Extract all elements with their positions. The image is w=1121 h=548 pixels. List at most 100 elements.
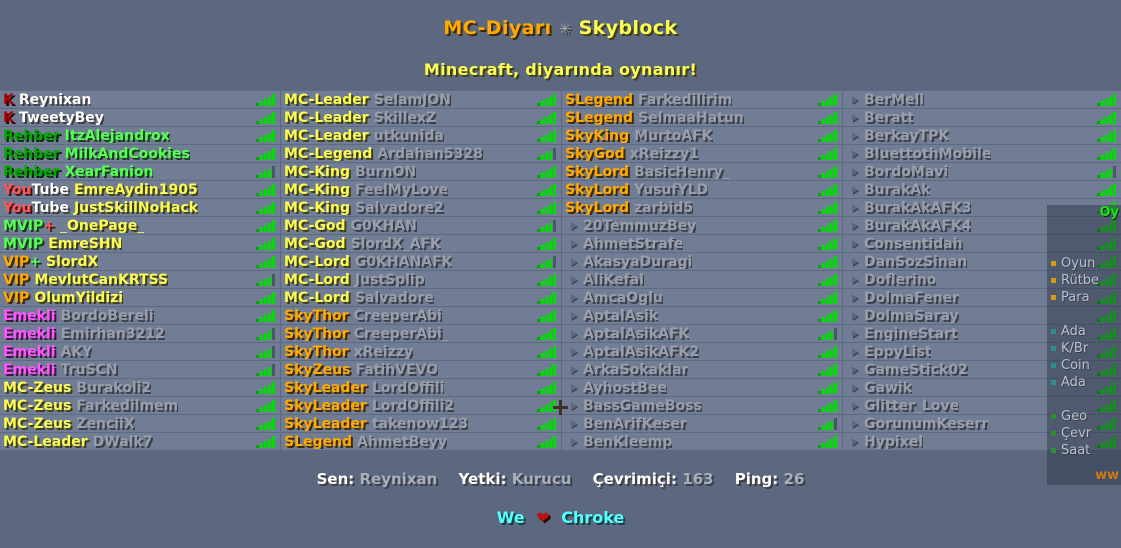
player-name: G0KHAN [350, 218, 417, 233]
player-row[interactable]: Beratt [843, 108, 1121, 126]
player-row[interactable]: BerkayTPK [843, 126, 1121, 144]
player-row[interactable]: SkyThor xReizzy [281, 342, 561, 360]
player-row[interactable]: SkyLord YusufYLD [562, 180, 842, 198]
player-row[interactable]: SkyLeader takenow123 [281, 414, 561, 432]
player-row[interactable]: K TweetyBey [0, 108, 280, 126]
player-row[interactable]: Emekli BordoBereli [0, 306, 280, 324]
ping-signal-icon [256, 130, 276, 142]
player-row[interactable]: DolmaSaray [843, 306, 1121, 324]
player-rank-prefix: SkyZeus [284, 362, 351, 377]
player-row[interactable]: BluettothMobile [843, 144, 1121, 162]
ping-signal-icon [256, 346, 276, 358]
player-row[interactable]: Rehber MilkAndCookies [0, 144, 280, 162]
player-row[interactable]: BurakAkAFK4 [843, 216, 1121, 234]
player-row[interactable]: AhmetStrafe [562, 234, 842, 252]
player-row[interactable]: SkyZeus FatihVEVO [281, 360, 561, 378]
arrow-right-icon [852, 293, 858, 302]
player-row[interactable]: SkyThor CreeperAbi_ [281, 324, 561, 342]
player-row[interactable]: AkasyaDuragi [562, 252, 842, 270]
ping-signal-icon [818, 400, 838, 412]
ping-signal-icon [537, 310, 557, 322]
player-row[interactable]: AptalAsikAFK [562, 324, 842, 342]
player-row[interactable]: AliKefal [562, 270, 842, 288]
player-rank-prefix: Emekli [3, 308, 56, 323]
player-row[interactable]: Hypixel [843, 432, 1121, 450]
player-row[interactable]: Emekli AKY [0, 342, 280, 360]
player-row[interactable]: Emekli TruSCN [0, 360, 280, 378]
player-row[interactable]: BerMell [843, 90, 1121, 108]
player-row[interactable]: EppyList [843, 342, 1121, 360]
player-row[interactable]: Doflerino [843, 270, 1121, 288]
player-row[interactable]: MC-Zeus Burakoli2 [0, 378, 280, 396]
player-row[interactable]: VIP+ SlordX [0, 252, 280, 270]
player-row[interactable]: MC-Zeus Farkedilmem [0, 396, 280, 414]
player-row[interactable]: VIP OlumYildizi [0, 288, 280, 306]
player-row[interactable]: DanSozSinan [843, 252, 1121, 270]
player-row[interactable]: VIP MevlutCanKRTSS [0, 270, 280, 288]
player-row[interactable]: GameStick02 [843, 360, 1121, 378]
player-row[interactable]: SkyGod xReizzy1 [562, 144, 842, 162]
player-row[interactable]: Rehber ItzAlejandrox [0, 126, 280, 144]
player-row[interactable]: AyhostBee [562, 378, 842, 396]
player-row[interactable]: BordoMavi [843, 162, 1121, 180]
player-row[interactable]: Glitter_Love [843, 396, 1121, 414]
player-row[interactable]: BurakAkAFK3 [843, 198, 1121, 216]
player-row[interactable]: Emekli Emirhan3212 [0, 324, 280, 342]
ping-signal-icon [818, 310, 838, 322]
column-2: MC-Leader SelamJON MC-Leader SkillexZ MC-Lea… [281, 90, 561, 465]
player-row[interactable]: MC-Lord Salvadore [281, 288, 561, 306]
player-row[interactable]: MC-Leader SkillexZ [281, 108, 561, 126]
player-row[interactable]: 20TemmuzBey [562, 216, 842, 234]
player-row[interactable]: Rehber XearFanion [0, 162, 280, 180]
player-row[interactable]: MC-Leader utkunida [281, 126, 561, 144]
player-row[interactable]: BenKleemp [562, 432, 842, 450]
player-row[interactable]: MC-Legend Ardahan5328 [281, 144, 561, 162]
player-row[interactable]: DolmaFener [843, 288, 1121, 306]
player-rank-prefix: SLegend [565, 92, 634, 107]
ping-value: 26 [783, 470, 805, 488]
player-row[interactable]: SLegend Farkedilirim [562, 90, 842, 108]
player-row[interactable]: MC-Leader DWalk7 [0, 432, 280, 450]
ping-signal-icon [537, 148, 557, 160]
player-name: Burakoli2 [76, 380, 152, 395]
player-name: LordOffili2 [371, 398, 455, 413]
player-row[interactable]: YouTube JustSkillNoHack [0, 198, 280, 216]
player-row[interactable]: BurakAk [843, 180, 1121, 198]
player-row[interactable]: AmcaOglu [562, 288, 842, 306]
player-row[interactable]: AptalAsikAFK2 [562, 342, 842, 360]
player-row[interactable]: SkyThor CreeperAbi [281, 306, 561, 324]
player-row[interactable]: SLegend SelmaaHatun [562, 108, 842, 126]
player-row[interactable]: MVIP EmreSHN [0, 234, 280, 252]
player-row[interactable]: EngineStart [843, 324, 1121, 342]
ping-signal-icon [818, 256, 838, 268]
player-row[interactable]: Consentidah [843, 234, 1121, 252]
arrow-right-icon [852, 311, 858, 320]
player-row[interactable]: Gawik [843, 378, 1121, 396]
player-row[interactable]: AptalAsik [562, 306, 842, 324]
player-entry: SkyLord BasicHenry_ [565, 165, 730, 179]
player-row[interactable]: MC-Lord G0KHANAFK [281, 252, 561, 270]
player-row[interactable]: GorunumKeserr [843, 414, 1121, 432]
player-row[interactable]: MC-God G0KHAN [281, 216, 561, 234]
player-row[interactable]: MC-King BurnON [281, 162, 561, 180]
player-row[interactable]: BassGameBoss [562, 396, 842, 414]
arrow-right-icon [571, 347, 577, 356]
player-row[interactable]: MC-King Salvadore2 [281, 198, 561, 216]
player-row[interactable]: SkyKing MurtoAFK [562, 126, 842, 144]
player-row[interactable]: MC-God SlordX_AFK [281, 234, 561, 252]
player-row[interactable]: K Reynixan [0, 90, 280, 108]
player-row[interactable]: SkyLeader LordOffili [281, 378, 561, 396]
player-row[interactable]: SkyLeader LordOffili2 [281, 396, 561, 414]
player-rank-prefix: VIP [3, 290, 30, 305]
player-row[interactable]: MVIP+ _OnePage_ [0, 216, 280, 234]
player-row[interactable]: MC-Leader SelamJON [281, 90, 561, 108]
player-row[interactable]: MC-King FeelMyLove [281, 180, 561, 198]
player-row[interactable]: BenArifKeser [562, 414, 842, 432]
player-row[interactable]: MC-Lord JustSplip [281, 270, 561, 288]
player-row[interactable]: SkyLord BasicHenry_ [562, 162, 842, 180]
player-row[interactable]: ArkaSokaklar [562, 360, 842, 378]
player-row[interactable]: MC-Zeus ZenciiX [0, 414, 280, 432]
player-row[interactable]: YouTube EmreAydin1905 [0, 180, 280, 198]
player-row[interactable]: SLegend AhmetBeyy [281, 432, 561, 450]
player-row[interactable]: SkyLord zarbid5 [562, 198, 842, 216]
